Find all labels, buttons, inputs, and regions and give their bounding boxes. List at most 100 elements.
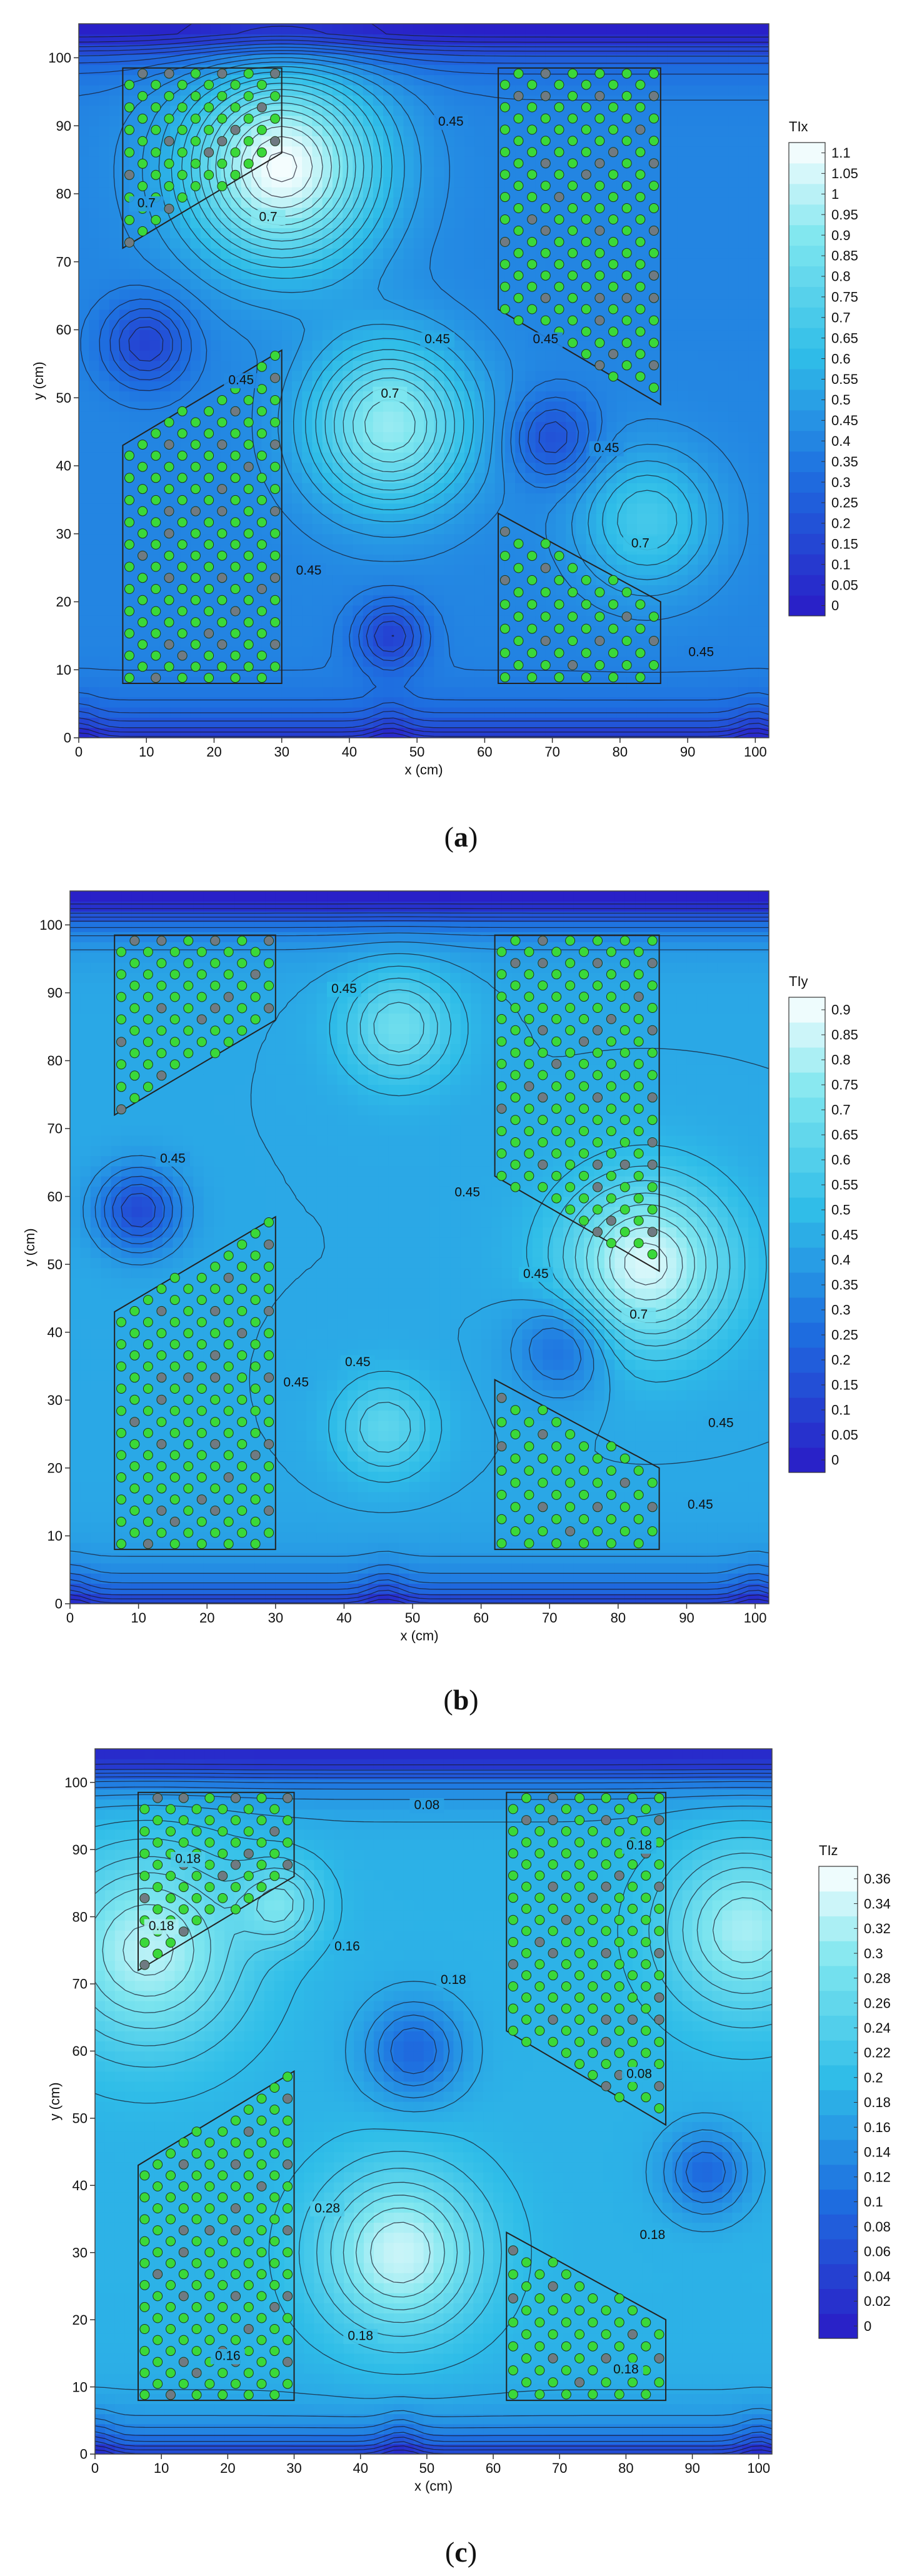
element-dot: [143, 1361, 153, 1372]
element-dot: [647, 1092, 658, 1103]
element-dot: [641, 1893, 651, 1903]
element-dot: [230, 124, 241, 135]
element-dot: [510, 1526, 521, 1537]
element-dot: [177, 124, 188, 135]
element-dot: [256, 606, 267, 616]
element-dot: [270, 440, 281, 450]
element-dot: [143, 1472, 153, 1482]
element-dot: [606, 1193, 616, 1204]
element-dot: [551, 969, 562, 980]
element-dot: [223, 969, 234, 980]
element-dot: [218, 1826, 228, 1837]
element-dot: [250, 1228, 261, 1239]
colorbar-tick-label: 0.26: [864, 1995, 891, 2011]
contour-label-bg: [608, 2362, 643, 2378]
element-dot: [499, 551, 510, 561]
element-dot: [124, 606, 134, 616]
element-dot: [548, 2036, 558, 2047]
element-dot: [606, 1081, 616, 1092]
element-dot: [153, 2159, 163, 2170]
element-dot: [581, 124, 591, 135]
element-dot: [649, 113, 659, 124]
element-dot: [561, 2269, 571, 2280]
element-dot: [581, 349, 591, 360]
element-dot: [593, 1115, 603, 1125]
element-dot: [593, 1047, 603, 1058]
element-dot: [513, 225, 524, 236]
element-dot: [527, 214, 538, 224]
element-dot: [574, 1948, 585, 1958]
element-dot: [635, 648, 646, 658]
colorbar-tick-label: 0.7: [831, 1102, 851, 1118]
x-tick-label: 80: [613, 744, 628, 760]
element-dot: [153, 1904, 163, 1914]
element-dot: [554, 575, 564, 585]
element-dot: [554, 672, 564, 683]
element-dot: [204, 2137, 215, 2148]
contour-label: 0.45: [523, 1267, 549, 1281]
colorbar-tick-label: 0.32: [864, 1921, 891, 1936]
element-dot: [243, 2148, 254, 2159]
y-tick-label: 40: [56, 458, 71, 474]
element-dot: [153, 2247, 163, 2258]
element-dot: [633, 969, 644, 980]
element-dot: [619, 1182, 630, 1192]
y-tick-label: 40: [48, 1324, 63, 1340]
element-dot: [169, 1037, 180, 1047]
contour-label-bg: [450, 1185, 485, 1201]
element-dot: [283, 1793, 293, 1803]
element-dot: [204, 1859, 215, 1870]
element-dot: [633, 1466, 644, 1476]
element-dot: [243, 113, 254, 124]
element-dot: [554, 147, 564, 158]
element-dot: [606, 1514, 616, 1524]
element-dot: [608, 648, 619, 658]
element-dot: [223, 1494, 234, 1505]
element-dot: [554, 599, 564, 610]
element-dot: [183, 1306, 194, 1316]
element-dot: [614, 2317, 624, 2328]
element-dot: [654, 2377, 664, 2388]
element-dot: [628, 1859, 638, 1869]
element-dot: [156, 1506, 167, 1516]
element-dot: [568, 338, 578, 348]
element-dot: [593, 1003, 603, 1013]
element-dot: [178, 1904, 189, 1914]
element-dot: [164, 484, 174, 495]
contour-label-bg: [373, 386, 408, 402]
panel-caption-b: (b): [443, 1684, 479, 1716]
element-dot: [269, 2105, 280, 2115]
colorbar-tick-label: 0.15: [831, 1377, 858, 1393]
element-dot: [269, 2368, 280, 2378]
element-dot: [166, 2302, 176, 2312]
element-dot: [565, 1204, 576, 1215]
contour-label: 0.45: [160, 1151, 186, 1165]
element-dot: [269, 2258, 280, 2268]
element-dot: [508, 1937, 518, 1948]
x-tick-label: 90: [680, 744, 695, 760]
element-dot: [594, 203, 605, 213]
element-dot: [649, 225, 659, 236]
element-dot: [269, 1871, 280, 1881]
plot-frame: [94, 1748, 773, 2455]
element-dot: [183, 1506, 194, 1516]
element-dot: [635, 169, 646, 180]
element-dot: [204, 495, 214, 505]
colorbar-segment: [789, 1022, 825, 1048]
y-tick-label: 70: [56, 254, 71, 269]
element-dot: [568, 660, 578, 670]
element-dot: [614, 1826, 624, 1836]
element-dot: [153, 1882, 163, 1893]
element-dot: [178, 2159, 189, 2170]
element-dot: [521, 1970, 532, 1981]
element-dot: [178, 1926, 189, 1937]
element-dot: [574, 2353, 585, 2363]
colorbar-tick-label: 0.45: [831, 413, 858, 428]
element-dot: [270, 662, 281, 672]
element-dot: [574, 1815, 585, 1826]
element-dot: [151, 450, 161, 461]
element-dot: [204, 1904, 215, 1914]
contour-label-bg: [251, 209, 286, 226]
element-dot: [250, 1317, 261, 1327]
element-dot: [256, 1815, 267, 1826]
